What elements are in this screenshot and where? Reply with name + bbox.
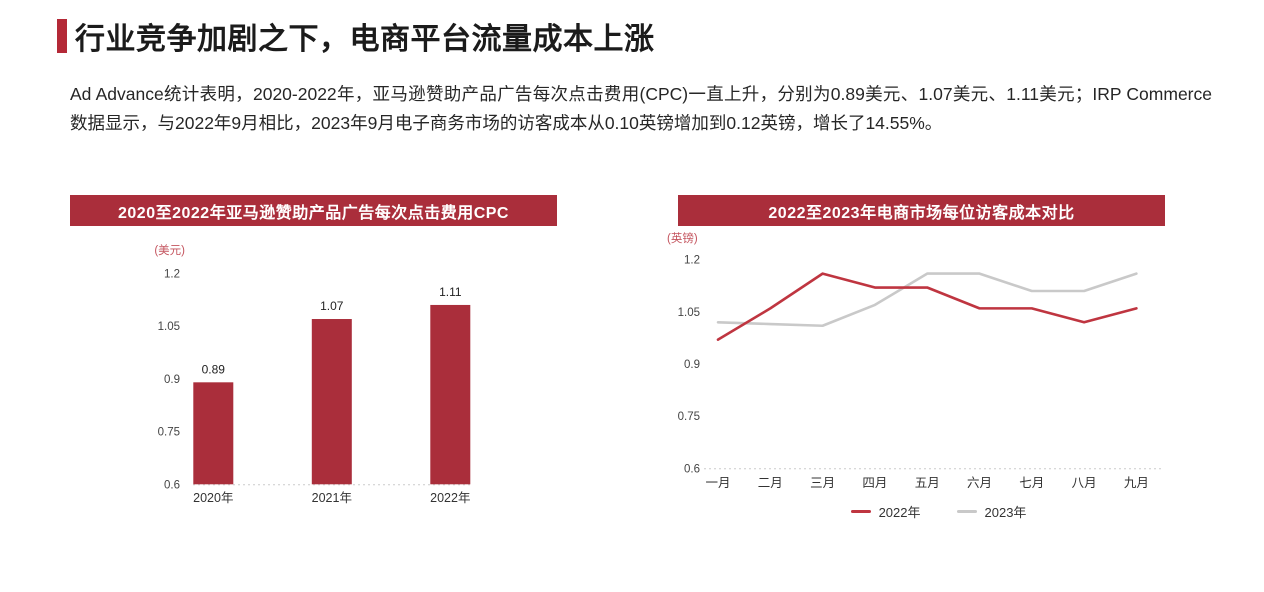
x-axis-label: 一月 [705,476,730,490]
series-line-2023年 [716,272,1138,328]
y-tick-label: 0.75 [158,427,180,439]
title-accent-bar [57,19,67,53]
bar-chart: (美元) 0.6 0.75 0.9 1.05 1.2 0.89 2020年 1.07 2021年 1… [154,243,473,505]
page-title: 行业竞争加剧之下，电商平台流量成本上涨 [75,23,655,56]
y-axis-unit: (美元) [154,243,185,257]
y-axis-unit: (英镑) [667,231,698,245]
x-axis-label: 2020年 [193,491,233,505]
bar-value-label: 1.07 [320,299,344,313]
y-tick-label: 1.05 [158,321,180,333]
legend-item: 2023年 [956,502,1027,521]
x-axis-label: 三月 [810,476,835,490]
series-line-2022年 [716,272,1138,341]
y-tick-label: 0.9 [164,374,180,386]
legend-label: 2022年 [878,505,921,520]
line-chart: (英镑) 0.6 0.75 0.9 1.05 1.2 一月 二月 三月 四月 五月 六月 七月 八月 九月 [667,231,1164,490]
intro-paragraph: Ad Advance统计表明，2020-2022年，亚马逊赞助产品广告每次点击费… [70,84,1212,133]
y-tick-label: 1.2 [684,255,700,267]
x-axis-label: 2022年 [430,491,470,505]
y-tick-label: 1.2 [164,268,180,280]
legend-line-icon [850,510,871,513]
legend-item: 2022年 [850,502,921,521]
bar-value-label: 0.89 [202,362,226,376]
bar [193,382,234,485]
y-tick-label: 0.9 [684,359,700,371]
bar-chart-title: 2020至2022年亚马逊赞助产品广告每次点击费用CPC [70,195,557,226]
x-axis-label: 二月 [758,476,783,490]
x-axis-label: 七月 [1019,476,1044,490]
bar-value-label: 1.11 [439,285,462,299]
bar [311,319,352,485]
y-tick-label: 0.6 [164,479,180,491]
y-tick-label: 0.6 [684,463,700,475]
bar [430,304,471,485]
line-chart-card: 2022至2023年电商市场每位访客成本对比 (英镑) 0.6 0.75 0.9 1.0… [667,195,1165,521]
chart-legend: 2022年 2023年 [695,502,1182,521]
line-chart-title: 2022至2023年电商市场每位访客成本对比 [678,195,1165,226]
page-header: 行业竞争加剧之下，电商平台流量成本上涨 [57,14,655,58]
legend-label: 2023年 [984,505,1027,520]
legend-line-icon [956,510,977,513]
y-tick-label: 0.75 [678,411,700,423]
x-axis-label: 九月 [1124,476,1149,490]
x-axis-label: 2021年 [312,491,352,505]
x-axis-label: 八月 [1072,476,1097,490]
bar-chart-card: 2020至2022年亚马逊赞助产品广告每次点击费用CPC (美元) 0.6 0.75… [70,195,557,516]
x-axis-label: 四月 [862,476,887,490]
x-axis-label: 六月 [967,476,992,490]
x-axis-label: 五月 [915,476,940,490]
y-tick-label: 1.05 [678,307,700,319]
